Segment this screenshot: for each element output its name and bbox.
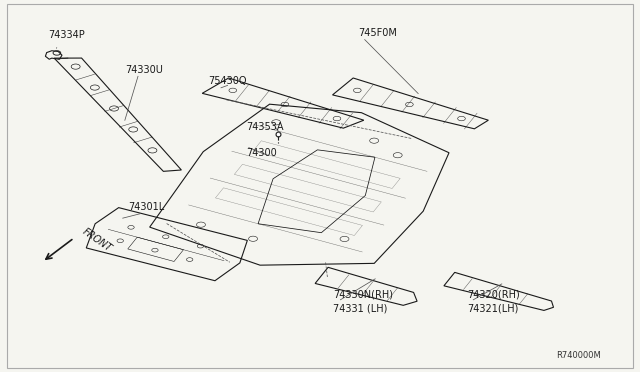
Text: 745F0M: 745F0M — [358, 28, 397, 38]
Text: 75430Q: 75430Q — [208, 76, 247, 86]
Text: 74331 (LH): 74331 (LH) — [333, 304, 387, 314]
Text: 74320(RH): 74320(RH) — [467, 289, 520, 299]
Text: 74353A: 74353A — [246, 122, 284, 132]
Text: 74301L: 74301L — [129, 202, 164, 212]
Text: 74330U: 74330U — [125, 65, 163, 75]
Text: FRONT: FRONT — [81, 226, 113, 253]
Text: 74321(LH): 74321(LH) — [467, 304, 518, 314]
Text: 74300: 74300 — [246, 148, 277, 158]
Text: R740000M: R740000M — [556, 351, 601, 360]
Text: 74330N(RH): 74330N(RH) — [333, 289, 393, 299]
Text: 74334P: 74334P — [49, 30, 85, 39]
